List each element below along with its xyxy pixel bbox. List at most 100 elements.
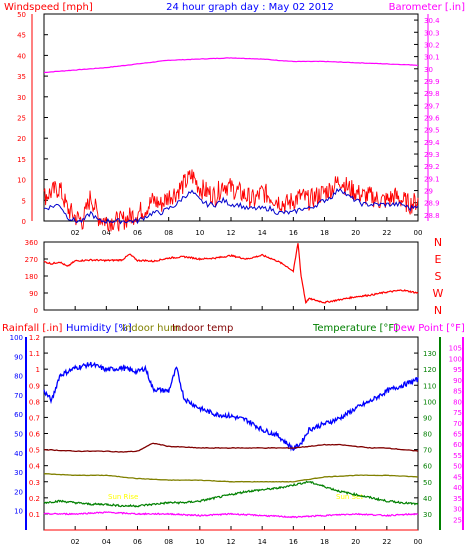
rain-tick-label: 1.2 bbox=[29, 334, 40, 342]
humidity-tick-label: 100 bbox=[10, 334, 23, 342]
indoor-hum-line bbox=[43, 473, 419, 483]
wind-tick-label: 15 bbox=[17, 156, 26, 164]
wind-tick-label: 30 bbox=[17, 94, 26, 102]
baro-tick-label: 30.2 bbox=[424, 41, 440, 49]
compass-label: E bbox=[435, 253, 442, 266]
humidity-line bbox=[43, 361, 419, 452]
temperature-tick-label: 130 bbox=[423, 350, 436, 358]
wind-axis-title: Windspeed [mph] bbox=[4, 2, 93, 13]
wind-tick-label: 50 bbox=[17, 11, 26, 19]
wind-tick-label: 0 bbox=[22, 218, 26, 226]
temp-x-tick-label: 12 bbox=[227, 538, 236, 546]
temperature-tick-label: 50 bbox=[423, 479, 432, 487]
wind-average-line bbox=[43, 187, 419, 225]
rain-tick-label: 0.2 bbox=[29, 495, 40, 503]
rain-tick-label: 0.3 bbox=[29, 479, 40, 487]
temperature-tick-label: 100 bbox=[423, 398, 436, 406]
series-layer bbox=[43, 57, 419, 531]
rain-tick-label: 0.8 bbox=[29, 398, 40, 406]
temperature-tick-label: 90 bbox=[423, 414, 432, 422]
wind-tick-label: 10 bbox=[17, 177, 26, 185]
wind-x-tick-label: 18 bbox=[320, 229, 329, 237]
dewpoint-tick-label: 105 bbox=[449, 345, 462, 353]
rain-tick-label: 0.4 bbox=[29, 463, 41, 471]
tick-layer: 0510152025303540455028.828.92929.129.229… bbox=[10, 11, 464, 546]
rain-tick-label: 1 bbox=[36, 366, 40, 374]
temp-x-tick-label: 10 bbox=[195, 538, 204, 546]
baro-tick-label: 29.1 bbox=[424, 175, 440, 183]
sunset-label: Sun Set bbox=[336, 493, 363, 501]
temp-x-tick-label: 08 bbox=[164, 538, 173, 546]
wind-tick-label: 40 bbox=[17, 52, 26, 60]
humidity-tick-label: 80 bbox=[14, 373, 23, 381]
wind-tick-label: 45 bbox=[17, 32, 26, 40]
graph-title: 24 hour graph day : May 02 2012 bbox=[166, 2, 334, 13]
wind-x-tick-label: 22 bbox=[382, 229, 391, 237]
wind-tick-label: 25 bbox=[17, 115, 26, 123]
humidity-tick-label: 50 bbox=[14, 431, 23, 439]
humidity-tick-label: 30 bbox=[14, 469, 23, 477]
baro-tick-label: 30.1 bbox=[424, 54, 440, 62]
barometer-line bbox=[43, 57, 418, 74]
indoor-temp-axis-title: Indoor temp bbox=[172, 323, 233, 334]
temperature-tick-label: 110 bbox=[423, 382, 436, 390]
dewpoint-line bbox=[43, 511, 419, 519]
baro-tick-label: 30.3 bbox=[424, 29, 440, 37]
wind-x-tick-label: 00 bbox=[414, 229, 423, 237]
rain-tick-label: 0.9 bbox=[29, 382, 40, 390]
dewpoint-tick-label: 65 bbox=[453, 431, 462, 439]
dewpoint-tick-label: 45 bbox=[453, 473, 462, 481]
compass-label: N bbox=[434, 304, 442, 317]
dir-tick-label: 360 bbox=[25, 239, 38, 247]
baro-tick-label: 29.7 bbox=[424, 102, 440, 110]
humidity-tick-label: 10 bbox=[14, 508, 23, 516]
wind-x-tick-label: 10 bbox=[195, 229, 204, 237]
wind-x-tick-label: 12 bbox=[227, 229, 236, 237]
rain-tick-label: 0.1 bbox=[29, 511, 40, 519]
humidity-tick-label: 60 bbox=[14, 411, 23, 419]
baro-tick-label: 29.9 bbox=[424, 78, 440, 86]
dir-tick-label: 270 bbox=[25, 256, 38, 264]
wind-x-tick-label: 06 bbox=[133, 229, 142, 237]
temperature-tick-label: 120 bbox=[423, 366, 436, 374]
temperature-tick-label: 30 bbox=[423, 511, 432, 519]
compass-label: N bbox=[434, 236, 442, 249]
wind-x-tick-label: 04 bbox=[102, 229, 111, 237]
wind-tick-label: 5 bbox=[22, 197, 26, 205]
dewpoint-tick-label: 40 bbox=[453, 484, 462, 492]
humidity-tick-label: 70 bbox=[14, 392, 23, 400]
dewpoint-tick-label: 90 bbox=[453, 377, 462, 385]
temperature-axis-title: Temperature [°F] bbox=[312, 323, 398, 334]
dewpoint-tick-label: 70 bbox=[453, 420, 462, 428]
humidity-axis-title: Humidity [%] bbox=[66, 323, 132, 334]
baro-tick-label: 29.5 bbox=[424, 127, 440, 135]
dir-tick-label: 0 bbox=[34, 307, 38, 315]
wind-x-tick-label: 20 bbox=[351, 229, 360, 237]
sunrise-label: Sun Rise bbox=[108, 493, 138, 501]
wind-x-tick-label: 16 bbox=[289, 229, 298, 237]
temperature-tick-label: 60 bbox=[423, 463, 432, 471]
baro-tick-label: 29.8 bbox=[424, 90, 440, 98]
temp-x-tick-label: 02 bbox=[71, 538, 80, 546]
dewpoint-tick-label: 50 bbox=[453, 463, 462, 471]
baro-tick-label: 29.6 bbox=[424, 115, 440, 123]
temp-x-tick-label: 00 bbox=[414, 538, 423, 546]
humidity-tick-label: 90 bbox=[14, 353, 23, 361]
wind-x-tick-label: 02 bbox=[71, 229, 80, 237]
rainfall-axis-title: Rainfall [.in] bbox=[2, 323, 63, 334]
temp-x-tick-label: 06 bbox=[133, 538, 142, 546]
rain-tick-label: 0.6 bbox=[29, 431, 41, 439]
dewpoint-tick-label: 25 bbox=[453, 516, 462, 524]
dewpoint-tick-label: 100 bbox=[449, 355, 462, 363]
baro-tick-label: 28.8 bbox=[424, 212, 440, 220]
barometer-axis-title: Barometer [.in] bbox=[389, 2, 465, 13]
humidity-tick-label: 40 bbox=[14, 450, 23, 458]
temp-x-tick-label: 04 bbox=[102, 538, 111, 546]
temp-x-tick-label: 22 bbox=[382, 538, 391, 546]
baro-tick-label: 29.4 bbox=[424, 139, 440, 147]
temperature-tick-label: 70 bbox=[423, 447, 432, 455]
dewpoint-tick-label: 80 bbox=[453, 398, 462, 406]
wind-x-tick-label: 14 bbox=[258, 229, 267, 237]
temperature-line bbox=[43, 480, 419, 508]
dir-tick-label: 90 bbox=[29, 290, 38, 298]
